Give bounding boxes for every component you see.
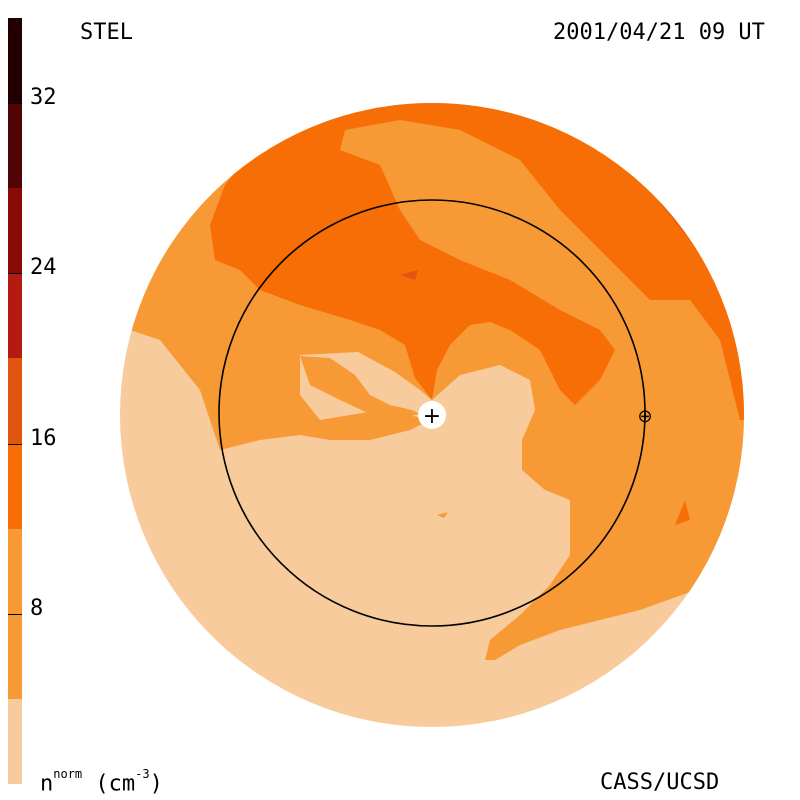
colorbar-level-2 xyxy=(8,443,22,529)
colorbar-level-5 xyxy=(8,188,22,274)
sun-marker-bg xyxy=(418,401,446,429)
contour-peak-spot xyxy=(400,270,418,280)
colorbar-tick-label: 8 xyxy=(30,595,44,621)
colorbar-level-7 xyxy=(8,18,22,104)
header-timestamp: 2001/04/21 09 UT xyxy=(553,20,765,45)
contour-sun-tongue xyxy=(300,356,420,418)
contour-south-island xyxy=(437,512,448,518)
colorbar-tick-label: 24 xyxy=(30,255,57,281)
earth-icon: ⊕ xyxy=(637,406,652,427)
colorbar-tick xyxy=(8,613,22,615)
colorbar-tick xyxy=(8,273,22,275)
colorbar-level-3 xyxy=(8,358,22,444)
contour-east-island xyxy=(675,500,690,525)
colorbar xyxy=(8,18,22,784)
colorbar-level-0 xyxy=(8,698,22,784)
colorbar-tick-label: 32 xyxy=(30,85,57,111)
colorbar-level-4 xyxy=(8,273,22,359)
credit-label: CASS/UCSD xyxy=(600,770,720,795)
units-label: nnorm (cm-3) xyxy=(40,767,163,797)
colorbar-tick-label: 16 xyxy=(30,425,57,451)
contour-high xyxy=(120,103,744,420)
earth-orbit-circle xyxy=(218,199,646,627)
header-observatory: STEL xyxy=(80,20,133,45)
sun-icon: + xyxy=(423,404,441,429)
colorbar-tick xyxy=(8,443,22,445)
colorbar-level-6 xyxy=(8,103,22,189)
colorbar-tick xyxy=(8,103,22,105)
